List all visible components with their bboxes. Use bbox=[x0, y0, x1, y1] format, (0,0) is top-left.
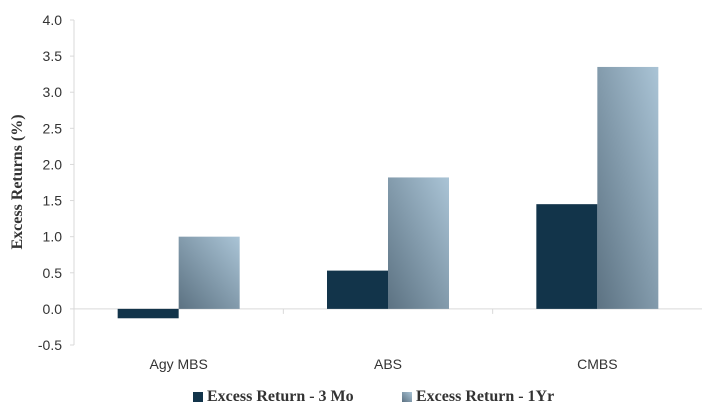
y-tick-label: -0.5 bbox=[38, 337, 62, 353]
y-tick-label: 0.5 bbox=[43, 265, 63, 281]
y-tick-label: 3.5 bbox=[43, 48, 63, 64]
legend: Excess Return - 3 Mo Excess Return - 1Yr bbox=[193, 388, 554, 405]
x-axis-category-dividers bbox=[282, 308, 494, 314]
y-tick-label: 3.0 bbox=[43, 84, 63, 100]
y-tick-label: 4.0 bbox=[43, 12, 63, 28]
bar-3mo-agy-mbs bbox=[117, 308, 179, 319]
y-tick-label: 0.0 bbox=[43, 301, 63, 317]
bar-3mo-abs bbox=[327, 270, 388, 309]
y-tick-label: 2.5 bbox=[43, 120, 63, 136]
x-category-label: ABS bbox=[374, 356, 402, 372]
bar-1yr-agy-mbs bbox=[178, 236, 240, 309]
legend-swatch-1yr bbox=[402, 392, 412, 402]
y-tick-label: 2.0 bbox=[43, 156, 63, 172]
x-category-label: Agy MBS bbox=[149, 356, 207, 372]
y-tick-label: 1.0 bbox=[43, 229, 63, 245]
y-axis-ticks: 4.0 3.5 3.0 2.5 2.0 1.5 1.0 0.5 0.0 -0.5 bbox=[38, 12, 74, 353]
bar-1yr-abs bbox=[388, 177, 449, 309]
bar-series bbox=[117, 66, 659, 319]
x-axis-labels: Agy MBS ABS CMBS bbox=[149, 356, 617, 372]
y-tick-label: 1.5 bbox=[43, 193, 63, 209]
x-category-label: CMBS bbox=[577, 356, 617, 372]
legend-item-3mo: Excess Return - 3 Mo bbox=[193, 388, 354, 405]
bar-1yr-cmbs bbox=[597, 66, 659, 309]
y-axis-title: Excess Returns (%) bbox=[9, 114, 26, 249]
bar-3mo-cmbs bbox=[536, 204, 598, 309]
legend-label-3mo: Excess Return - 3 Mo bbox=[207, 388, 354, 405]
legend-item-1yr: Excess Return - 1Yr bbox=[402, 388, 554, 405]
legend-swatch-3mo bbox=[193, 392, 203, 402]
legend-label-1yr: Excess Return - 1Yr bbox=[416, 388, 554, 405]
